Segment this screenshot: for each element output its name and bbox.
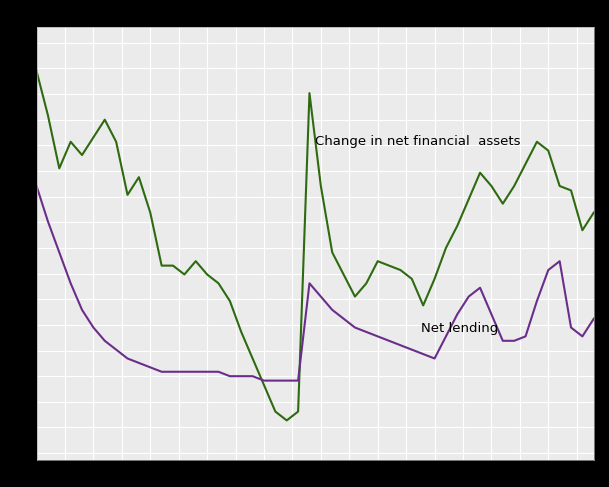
Text: Change in net financial  assets: Change in net financial assets xyxy=(315,135,521,148)
Text: Net lending: Net lending xyxy=(421,321,498,335)
